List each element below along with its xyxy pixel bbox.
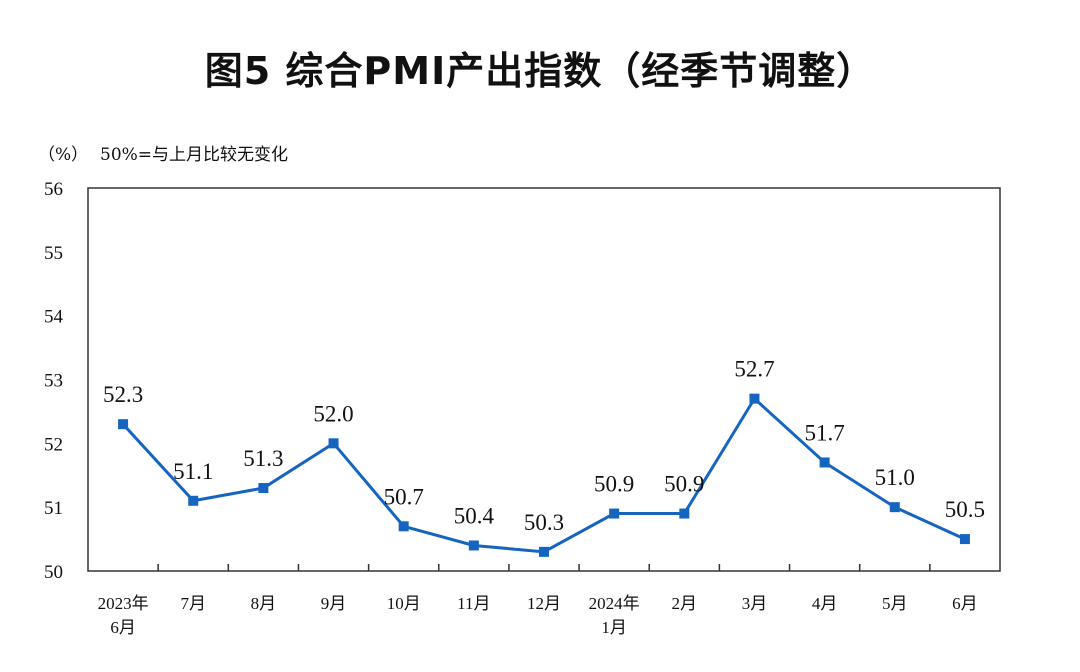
x-tick-label: 7月 [180,594,206,613]
x-tick-label: 1月 [601,618,627,637]
x-tick-label: 2024年 [589,594,640,613]
data-label: 52.0 [313,401,353,426]
data-point [118,419,129,430]
y-tick-label: 50 [44,562,63,583]
x-tick-label: 6月 [110,618,136,637]
baseline-annotation: 50%=与上月比较无变化 [100,145,289,165]
chart-title: 图5 综合PMI产出指数（经季节调整） [204,49,876,93]
y-axis-unit: （%） [38,145,89,165]
x-tick-label: 2月 [672,594,698,613]
data-point [398,521,409,532]
y-tick-label: 56 [44,179,63,200]
data-point [819,457,830,468]
plot-frame [87,187,1001,572]
data-label: 50.5 [945,497,985,522]
data-point [258,483,269,494]
data-point [889,502,900,513]
data-point [959,534,970,545]
data-label: 50.9 [664,472,704,497]
x-tick-label: 6月 [952,594,978,613]
x-tick-label: 9月 [321,594,347,613]
y-tick-label: 55 [44,243,63,264]
data-label: 51.1 [173,459,213,484]
data-point [328,438,339,449]
data-label: 50.3 [524,510,564,535]
data-label: 51.7 [804,420,844,445]
data-label: 50.4 [454,503,495,528]
x-tick-label: 10月 [387,594,421,613]
x-tick-label: 4月 [812,594,838,613]
x-tick-label: 12月 [527,594,561,613]
data-label: 50.9 [594,472,634,497]
data-point [749,393,760,404]
data-point [609,508,620,519]
y-tick-label: 53 [44,371,63,392]
data-label: 52.3 [103,382,143,407]
data-point [679,508,690,519]
data-label: 50.7 [384,484,424,509]
data-point [188,495,199,506]
x-tick-label: 8月 [251,594,277,613]
y-tick-label: 51 [44,498,63,519]
data-label: 52.7 [734,357,774,382]
x-tick-label: 3月 [742,594,768,613]
x-tick-label: 11月 [457,594,490,613]
data-label: 51.3 [243,446,283,471]
data-point [539,546,549,557]
x-tick-label: 5月 [882,594,908,613]
data-label: 51.0 [875,465,915,490]
x-tick-label: 2023年 [98,594,149,613]
y-tick-label: 52 [44,434,63,455]
y-tick-label: 54 [44,307,64,328]
data-point [468,540,479,551]
